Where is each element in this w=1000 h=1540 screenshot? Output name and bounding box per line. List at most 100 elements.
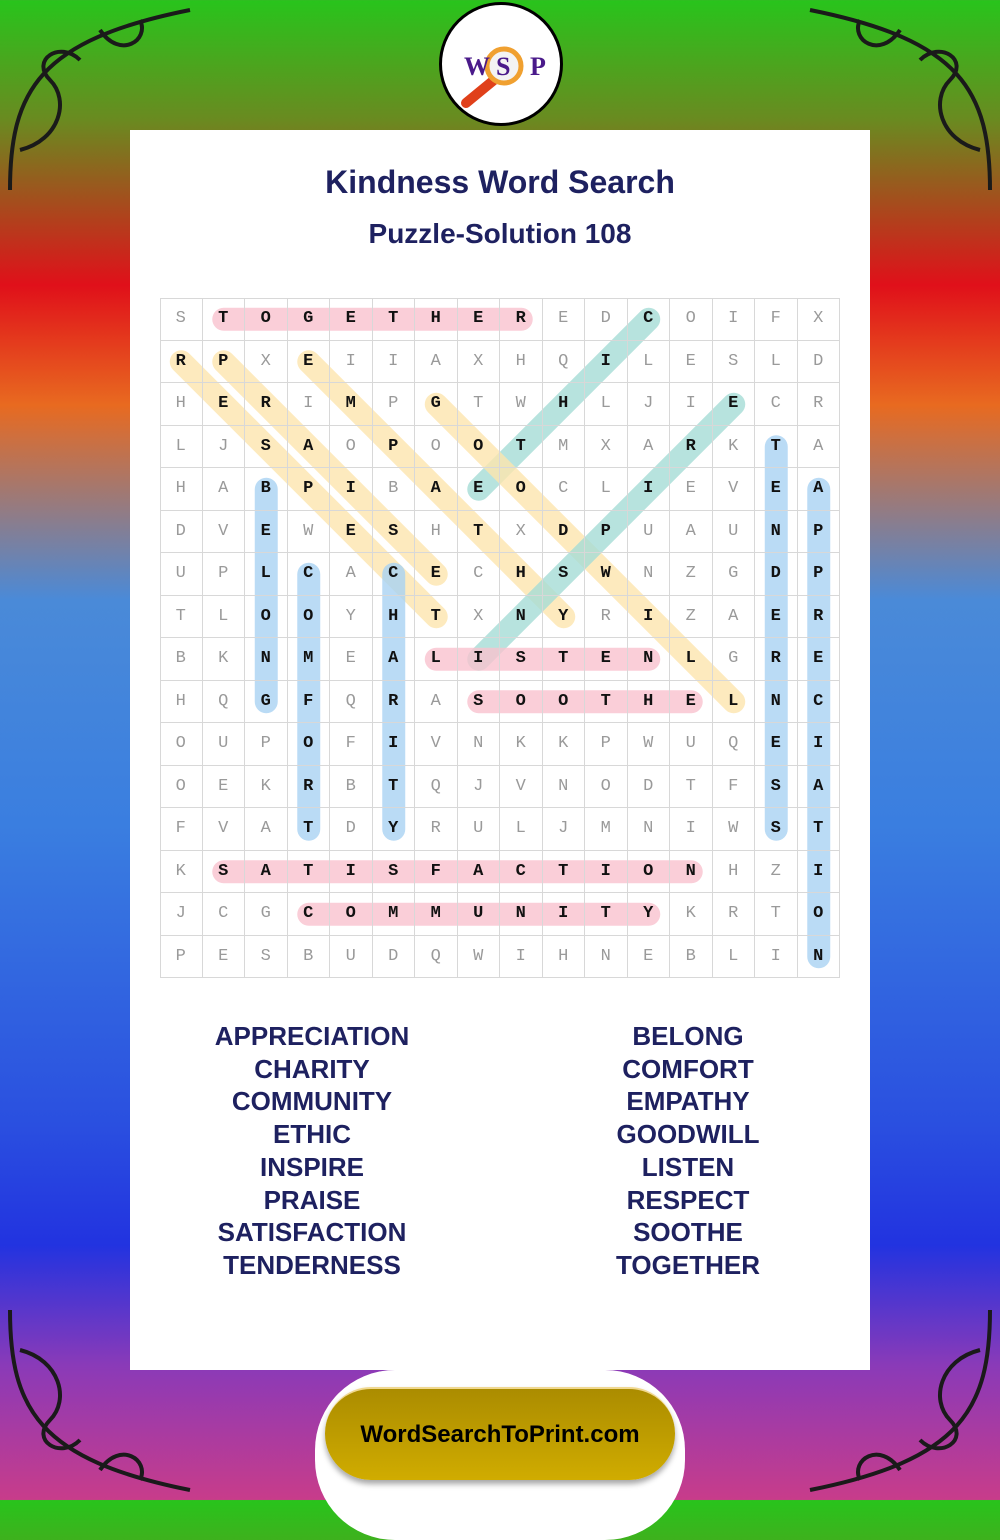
grid-cell[interactable]: K xyxy=(160,850,203,893)
grid-cell[interactable]: O xyxy=(160,723,203,766)
grid-cell[interactable]: L xyxy=(755,340,798,383)
grid-cell[interactable]: U xyxy=(330,935,373,978)
grid-cell[interactable]: U xyxy=(160,553,203,596)
grid-cell[interactable]: I xyxy=(457,638,500,681)
grid-cell[interactable]: E xyxy=(670,680,713,723)
grid-cell[interactable]: I xyxy=(542,893,585,936)
grid-cell[interactable]: B xyxy=(287,935,330,978)
grid-cell[interactable]: V xyxy=(500,765,543,808)
grid-cell[interactable]: G xyxy=(415,383,458,426)
grid-cell[interactable]: Z xyxy=(670,553,713,596)
grid-cell[interactable]: S xyxy=(202,850,245,893)
grid-cell[interactable]: U xyxy=(457,808,500,851)
grid-cell[interactable]: B xyxy=(160,638,203,681)
grid-cell[interactable]: F xyxy=(415,850,458,893)
grid-cell[interactable]: B xyxy=(330,765,373,808)
grid-cell[interactable]: D xyxy=(755,553,798,596)
grid-cell[interactable]: R xyxy=(287,765,330,808)
grid-cell[interactable]: T xyxy=(542,638,585,681)
grid-cell[interactable]: H xyxy=(542,383,585,426)
grid-cell[interactable]: P xyxy=(287,468,330,511)
grid-cell[interactable]: A xyxy=(797,468,840,511)
grid-cell[interactable]: O xyxy=(245,595,288,638)
grid-cell[interactable]: E xyxy=(627,935,670,978)
grid-cell[interactable]: D xyxy=(330,808,373,851)
grid-cell[interactable]: A xyxy=(627,425,670,468)
grid-cell[interactable]: L xyxy=(585,468,628,511)
grid-cell[interactable]: R xyxy=(797,383,840,426)
grid-cell[interactable]: O xyxy=(585,765,628,808)
grid-cell[interactable]: P xyxy=(797,510,840,553)
grid-cell[interactable]: L xyxy=(160,425,203,468)
grid-cell[interactable]: Y xyxy=(627,893,670,936)
grid-cell[interactable]: D xyxy=(160,510,203,553)
grid-cell[interactable]: D xyxy=(627,765,670,808)
grid-cell[interactable]: E xyxy=(585,638,628,681)
grid-cell[interactable]: S xyxy=(245,935,288,978)
grid-cell[interactable]: T xyxy=(415,595,458,638)
grid-cell[interactable]: N xyxy=(797,935,840,978)
grid-cell[interactable]: K xyxy=(500,723,543,766)
grid-cell[interactable]: T xyxy=(287,850,330,893)
grid-cell[interactable]: W xyxy=(287,510,330,553)
grid-cell[interactable]: S xyxy=(372,510,415,553)
grid-cell[interactable]: A xyxy=(330,553,373,596)
grid-cell[interactable]: H xyxy=(372,595,415,638)
grid-cell[interactable]: E xyxy=(457,468,500,511)
grid-cell[interactable]: C xyxy=(202,893,245,936)
grid-cell[interactable]: O xyxy=(160,765,203,808)
grid-cell[interactable]: J xyxy=(160,893,203,936)
grid-cell[interactable]: H xyxy=(415,510,458,553)
grid-cell[interactable]: I xyxy=(500,935,543,978)
grid-cell[interactable]: A xyxy=(202,468,245,511)
wsp-logo[interactable]: W S P xyxy=(439,2,563,126)
grid-cell[interactable]: X xyxy=(457,340,500,383)
grid-cell[interactable]: L xyxy=(670,638,713,681)
grid-cell[interactable]: E xyxy=(670,468,713,511)
grid-cell[interactable]: T xyxy=(457,383,500,426)
grid-cell[interactable]: N xyxy=(542,765,585,808)
grid-cell[interactable]: J xyxy=(627,383,670,426)
grid-cell[interactable]: E xyxy=(670,340,713,383)
grid-cell[interactable]: N xyxy=(755,510,798,553)
grid-cell[interactable]: C xyxy=(457,553,500,596)
grid-cell[interactable]: T xyxy=(797,808,840,851)
grid-cell[interactable]: C xyxy=(542,468,585,511)
grid-cell[interactable]: M xyxy=(415,893,458,936)
grid-cell[interactable]: T xyxy=(585,893,628,936)
grid-cell[interactable]: R xyxy=(797,595,840,638)
grid-cell[interactable]: P xyxy=(372,383,415,426)
grid-cell[interactable]: S xyxy=(755,808,798,851)
grid-cell[interactable]: J xyxy=(457,765,500,808)
grid-cell[interactable]: U xyxy=(202,723,245,766)
grid-cell[interactable]: U xyxy=(627,510,670,553)
grid-cell[interactable]: L xyxy=(712,935,755,978)
grid-cell[interactable]: H xyxy=(415,298,458,341)
grid-cell[interactable]: H xyxy=(542,935,585,978)
grid-cell[interactable]: A xyxy=(372,638,415,681)
grid-cell[interactable]: I xyxy=(330,340,373,383)
grid-cell[interactable]: X xyxy=(245,340,288,383)
grid-cell[interactable]: C xyxy=(500,850,543,893)
grid-cell[interactable]: R xyxy=(712,893,755,936)
grid-cell[interactable]: H xyxy=(627,680,670,723)
grid-cell[interactable]: G xyxy=(245,680,288,723)
grid-cell[interactable]: R xyxy=(160,340,203,383)
grid-cell[interactable]: E xyxy=(755,595,798,638)
grid-cell[interactable]: S xyxy=(542,553,585,596)
grid-cell[interactable]: K xyxy=(670,893,713,936)
grid-cell[interactable]: V xyxy=(415,723,458,766)
grid-cell[interactable]: P xyxy=(160,935,203,978)
grid-cell[interactable]: I xyxy=(755,935,798,978)
grid-cell[interactable]: E xyxy=(755,723,798,766)
grid-cell[interactable]: D xyxy=(585,298,628,341)
grid-cell[interactable]: O xyxy=(330,425,373,468)
grid-cell[interactable]: A xyxy=(245,808,288,851)
grid-cell[interactable]: S xyxy=(160,298,203,341)
grid-cell[interactable]: Y xyxy=(372,808,415,851)
grid-cell[interactable]: E xyxy=(330,510,373,553)
grid-cell[interactable]: E xyxy=(202,935,245,978)
grid-cell[interactable]: O xyxy=(500,468,543,511)
grid-cell[interactable]: V xyxy=(202,510,245,553)
grid-cell[interactable]: X xyxy=(457,595,500,638)
